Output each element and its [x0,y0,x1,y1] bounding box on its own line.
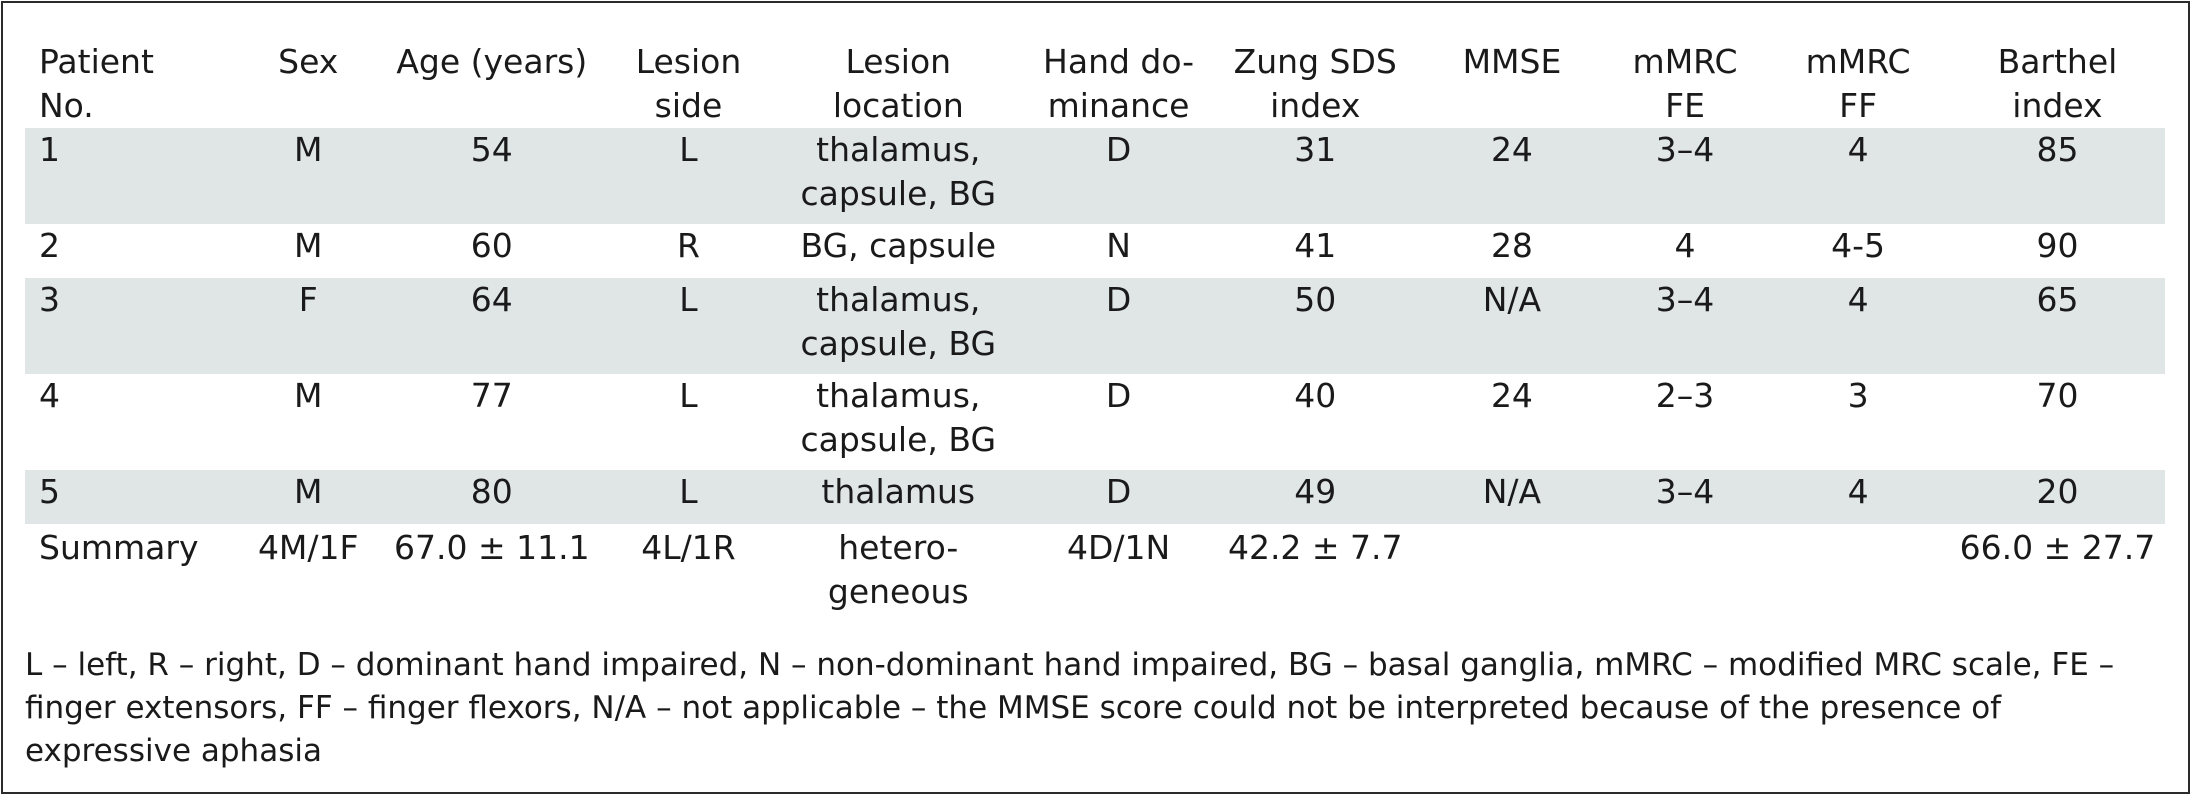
summary-row: Summary 4M/1F 67.0 ± 11.1 4L/1R hetero- … [25,524,2165,622]
header-lesion-location: Lesion location [832,42,964,125]
cell-patient-no: 4 [39,376,60,415]
cell-mmrc-ff: 4 [1766,128,1950,224]
cell-hand-dominance: N [1106,226,1131,265]
cell-zung-sds: 49 [1210,470,1421,524]
table-row: 2 M 60 R BG, capsule N 41 28 4 4-5 90 [25,224,2165,278]
cell-mmrc-fe: 3–4 [1603,278,1767,374]
cell-mmrc-ff: 3 [1847,376,1869,415]
cell-lesion-location: thalamus, capsule, BG [769,278,1027,374]
header-sex: Sex [278,42,339,81]
header-hand-dominance: Hand do- minance [1043,42,1195,125]
summary-barthel: 66.0 ± 27.7 [1959,528,2156,567]
cell-mmrc-ff: 4 [1766,470,1950,524]
cell-hand-dominance: D [1026,128,1211,224]
table-footnote: L – left, R – right, D – dominant hand i… [25,647,2115,769]
cell-mmrc-ff: 4 [1766,278,1950,374]
cell-barthel: 90 [2036,226,2079,265]
table-row: 4 M 77 L thalamus, capsule, BG D 40 24 2… [25,374,2165,470]
table-header-row: Patient No. Sex Age (years) Lesion side … [25,40,2165,128]
cell-mmrc-ff: 4-5 [1831,226,1886,265]
summary-mmrc-fe [1604,524,1767,622]
cell-age: 60 [470,226,513,265]
cell-lesion-location: BG, capsule [800,226,997,265]
cell-lesion-location: thalamus [769,470,1027,524]
cell-patient-no: 5 [25,470,241,524]
cell-age: 64 [376,278,608,374]
cell-hand-dominance: D [1026,278,1211,374]
cell-zung-sds: 31 [1210,128,1421,224]
cell-mmrc-fe: 3–4 [1603,128,1767,224]
cell-zung-sds: 40 [1294,376,1337,415]
header-barthel: Barthel index [1997,42,2118,125]
cell-age: 54 [376,128,608,224]
cell-barthel: 70 [2036,376,2079,415]
cell-zung-sds: 50 [1210,278,1421,374]
cell-age: 80 [376,470,608,524]
summary-age: 67.0 ± 11.1 [394,528,590,567]
cell-mmse: 24 [1490,376,1533,415]
summary-sex: 4M/1F [257,528,359,567]
cell-mmse: 24 [1420,128,1604,224]
cell-lesion-side: L [679,376,698,415]
cell-patient-no: 3 [25,278,241,374]
summary-lesion-side: 4L/1R [641,528,736,567]
cell-lesion-side: L [607,128,770,224]
cell-sex: M [240,470,377,524]
cell-mmse: N/A [1420,278,1604,374]
cell-hand-dominance: D [1026,470,1211,524]
cell-mmrc-fe: 2–3 [1655,376,1715,415]
cell-hand-dominance: D [1105,376,1132,415]
header-age: Age (years) [396,42,588,81]
summary-hand-dominance: 4D/1N [1066,528,1171,567]
cell-lesion-location: thalamus, capsule, BG [800,376,997,459]
cell-mmse: 28 [1490,226,1533,265]
table-row: 1 M 54 L thalamus, capsule, BG D 31 24 3… [25,128,2165,224]
summary-mmse [1420,524,1604,622]
cell-patient-no: 1 [25,128,241,224]
cell-sex: F [240,278,377,374]
cell-zung-sds: 41 [1294,226,1337,265]
cell-lesion-side: L [607,470,770,524]
cell-sex: M [293,376,323,415]
cell-sex: M [293,226,323,265]
summary-mmrc-ff [1766,524,1950,622]
cell-age: 77 [470,376,513,415]
cell-barthel: 85 [1949,128,2165,224]
header-lesion-side: Lesion side [635,42,742,125]
header-patient-no: Patient No. [39,42,154,125]
summary-lesion-location: hetero- geneous [827,528,969,611]
cell-barthel: 20 [1949,470,2165,524]
cell-mmrc-fe: 4 [1674,226,1696,265]
table-row: 3 F 64 L thalamus, capsule, BG D 50 N/A … [25,278,2165,374]
cell-lesion-location: thalamus, capsule, BG [769,128,1027,224]
cell-mmrc-fe: 3–4 [1603,470,1767,524]
summary-label: Summary [39,528,199,567]
summary-zung-sds: 42.2 ± 7.7 [1227,528,1403,567]
patient-table: Patient No. Sex Age (years) Lesion side … [25,40,2165,622]
header-mmse: MMSE [1462,42,1562,81]
header-mmrc-fe: mMRC FE [1632,42,1738,125]
table-row: 5 M 80 L thalamus D 49 N/A 3–4 4 20 [25,470,2165,524]
cell-patient-no: 2 [39,226,60,265]
cell-lesion-side: L [607,278,770,374]
cell-barthel: 65 [1949,278,2165,374]
header-mmrc-ff: mMRC FF [1805,42,1911,125]
header-zung-sds: Zung SDS index [1233,42,1397,125]
cell-lesion-side: R [677,226,700,265]
cell-sex: M [240,128,377,224]
cell-mmse: N/A [1420,470,1604,524]
